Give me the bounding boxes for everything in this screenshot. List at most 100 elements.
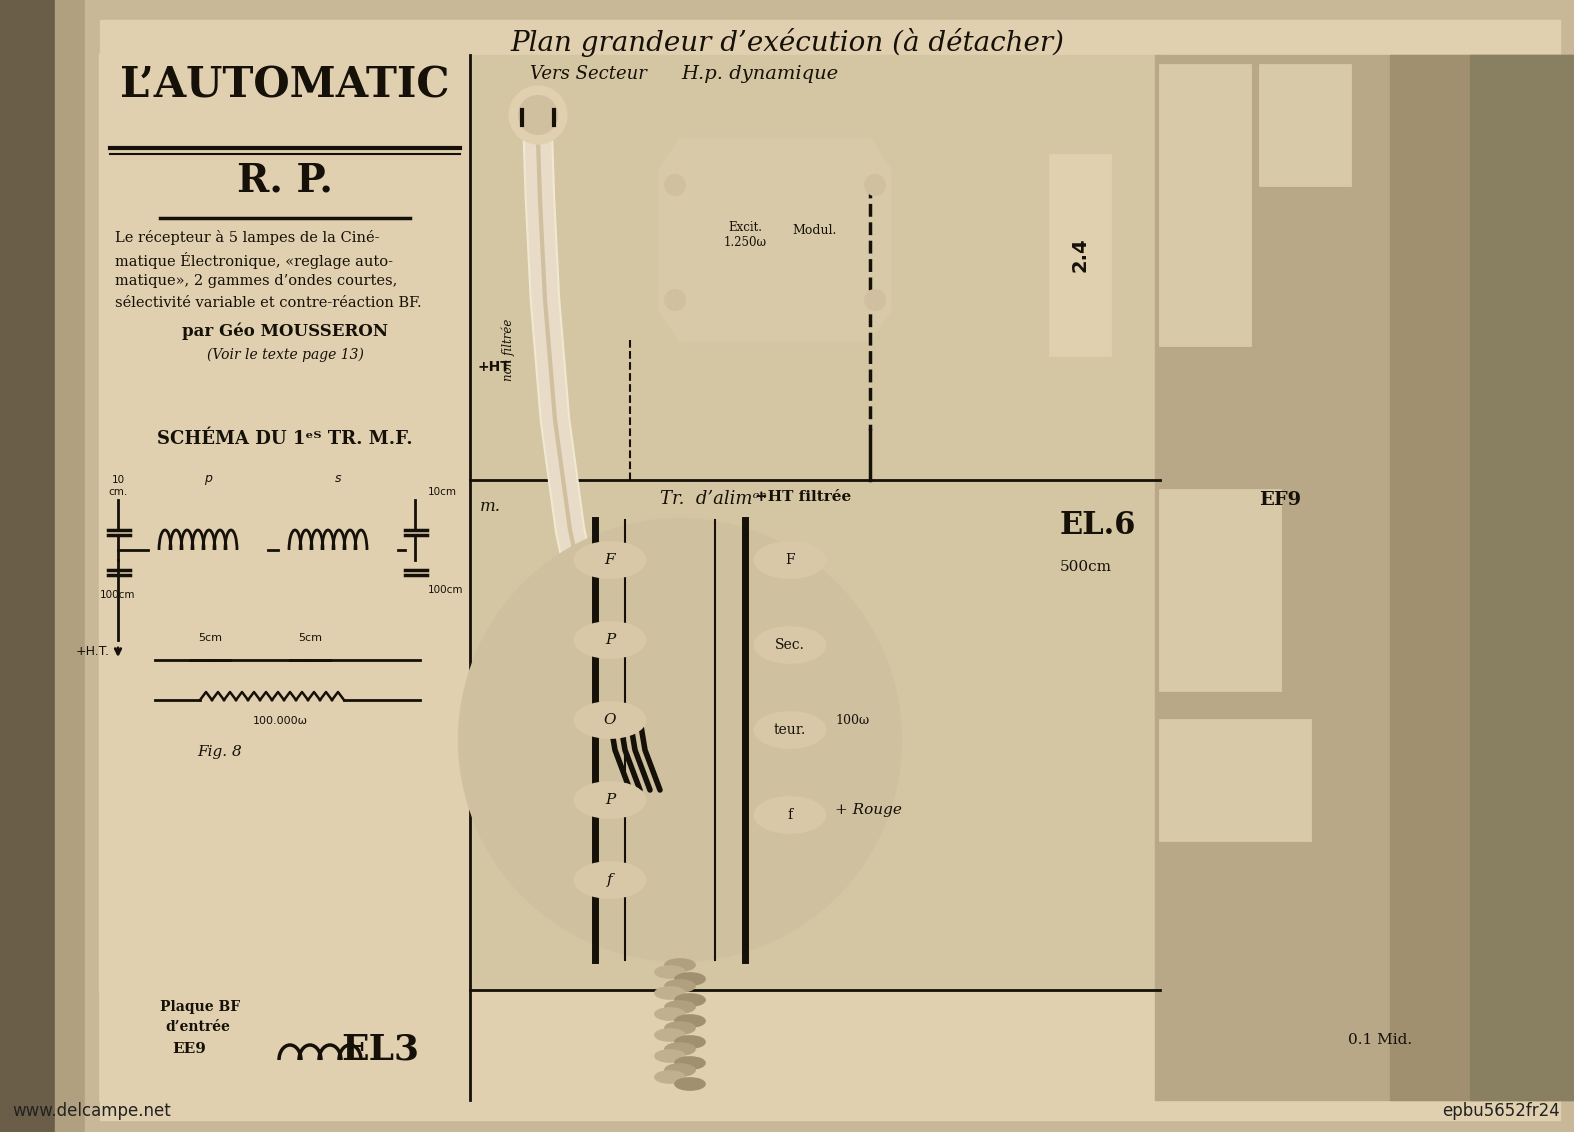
Bar xyxy=(1470,55,1574,1100)
Bar xyxy=(101,55,471,990)
Bar xyxy=(1390,55,1574,1100)
Bar xyxy=(1160,65,1250,345)
Bar xyxy=(55,0,85,1132)
Text: (Voir le texte page 13): (Voir le texte page 13) xyxy=(206,348,364,362)
Bar xyxy=(0,0,55,1132)
Text: Le récepteur à 5 lampes de la Ciné-: Le récepteur à 5 lampes de la Ciné- xyxy=(115,230,379,245)
Text: EL3: EL3 xyxy=(342,1034,419,1067)
Text: Vers Secteur: Vers Secteur xyxy=(530,65,647,83)
Text: EF9: EF9 xyxy=(1259,491,1302,509)
Polygon shape xyxy=(660,140,889,340)
Circle shape xyxy=(866,290,885,310)
Text: matique Électronique, «reglage auto-: matique Électronique, «reglage auto- xyxy=(115,252,394,269)
Ellipse shape xyxy=(664,1064,696,1077)
Text: H.p. dynamique: H.p. dynamique xyxy=(682,65,839,83)
Text: Modul.: Modul. xyxy=(793,223,837,237)
Text: Sec.: Sec. xyxy=(774,638,804,652)
Bar xyxy=(471,55,1160,990)
Text: d’entrée: d’entrée xyxy=(165,1020,230,1034)
Text: Plan grandeur d’exécution (à détacher): Plan grandeur d’exécution (à détacher) xyxy=(510,28,1064,57)
Ellipse shape xyxy=(664,959,696,971)
Bar xyxy=(279,490,398,610)
Text: +HT filtrée: +HT filtrée xyxy=(756,490,852,504)
Text: O: O xyxy=(604,713,617,727)
Text: sélectivité variable et contre-réaction BF.: sélectivité variable et contre-réaction … xyxy=(115,295,422,310)
Text: +H.T.: +H.T. xyxy=(76,645,110,658)
Circle shape xyxy=(664,290,685,310)
Ellipse shape xyxy=(510,87,565,143)
Ellipse shape xyxy=(575,623,645,658)
Text: www.delcampe.net: www.delcampe.net xyxy=(13,1101,170,1120)
Bar xyxy=(1050,155,1110,355)
Text: EE9: EE9 xyxy=(172,1041,206,1056)
Ellipse shape xyxy=(664,1001,696,1013)
Text: 500cm: 500cm xyxy=(1059,560,1111,574)
Ellipse shape xyxy=(675,1078,705,1090)
Bar xyxy=(1261,65,1350,185)
Ellipse shape xyxy=(575,703,645,738)
Circle shape xyxy=(460,520,900,960)
Text: s: s xyxy=(335,472,342,484)
Text: par Géo MOUSSERON: par Géo MOUSSERON xyxy=(183,323,389,341)
Text: 10
cm.: 10 cm. xyxy=(109,475,127,497)
Circle shape xyxy=(866,175,885,195)
Text: 0.1 Mid.: 0.1 Mid. xyxy=(1347,1034,1412,1047)
Ellipse shape xyxy=(655,987,685,1000)
Text: Excit.
1.250ω: Excit. 1.250ω xyxy=(724,221,767,249)
Text: Tr.  d’alimᵒⁿ: Tr. d’alimᵒⁿ xyxy=(660,490,767,508)
Ellipse shape xyxy=(519,96,557,134)
Circle shape xyxy=(664,175,685,195)
Ellipse shape xyxy=(575,782,645,817)
Text: 5cm: 5cm xyxy=(297,633,323,643)
Bar xyxy=(1160,720,1310,840)
Text: f: f xyxy=(608,873,612,887)
Text: P: P xyxy=(604,633,615,648)
Ellipse shape xyxy=(655,966,685,978)
Text: SCHÉMA DU 1ᵉᵀ TR. M.F.: SCHÉMA DU 1ᵉᵀ TR. M.F. xyxy=(157,430,412,448)
Text: p: p xyxy=(205,472,212,484)
Ellipse shape xyxy=(675,994,705,1006)
Ellipse shape xyxy=(675,1036,705,1048)
Ellipse shape xyxy=(675,974,705,985)
Text: 100ω: 100ω xyxy=(834,713,869,727)
Text: m.: m. xyxy=(480,498,501,515)
Ellipse shape xyxy=(675,1057,705,1069)
Text: Fig. 8: Fig. 8 xyxy=(198,745,242,758)
Text: teur.: teur. xyxy=(774,723,806,737)
Text: 2.4: 2.4 xyxy=(1070,238,1089,273)
Bar xyxy=(105,420,464,780)
Ellipse shape xyxy=(675,1015,705,1027)
Bar xyxy=(101,990,471,1100)
Bar xyxy=(1155,55,1574,1100)
Ellipse shape xyxy=(756,798,825,832)
Ellipse shape xyxy=(664,1043,696,1055)
Text: non filtrée: non filtrée xyxy=(501,319,515,381)
Ellipse shape xyxy=(575,863,645,898)
Ellipse shape xyxy=(756,542,825,577)
Ellipse shape xyxy=(655,1071,685,1083)
Text: P: P xyxy=(604,794,615,807)
Text: 100cm: 100cm xyxy=(428,585,463,595)
Text: F: F xyxy=(785,554,795,567)
Text: Plaque BF: Plaque BF xyxy=(161,1000,241,1014)
Text: 100cm: 100cm xyxy=(101,590,135,600)
Text: 10cm: 10cm xyxy=(428,487,456,497)
Text: + Rouge: + Rouge xyxy=(834,803,902,817)
Text: R. P.: R. P. xyxy=(238,162,334,200)
Bar xyxy=(85,0,105,1132)
Text: matique», 2 gammes d’ondes courtes,: matique», 2 gammes d’ondes courtes, xyxy=(115,274,397,288)
Ellipse shape xyxy=(664,1022,696,1034)
Bar xyxy=(107,500,129,571)
Ellipse shape xyxy=(655,1050,685,1062)
Text: 100.000ω: 100.000ω xyxy=(252,717,307,726)
Ellipse shape xyxy=(655,1029,685,1041)
Ellipse shape xyxy=(756,712,825,747)
Ellipse shape xyxy=(664,980,696,992)
Bar xyxy=(148,490,268,610)
Ellipse shape xyxy=(655,1007,685,1020)
Ellipse shape xyxy=(575,542,645,577)
Text: epbu5652fr24: epbu5652fr24 xyxy=(1442,1101,1560,1120)
Text: EL.6: EL.6 xyxy=(1059,511,1136,541)
Bar xyxy=(1160,490,1280,691)
Text: 5cm: 5cm xyxy=(198,633,222,643)
